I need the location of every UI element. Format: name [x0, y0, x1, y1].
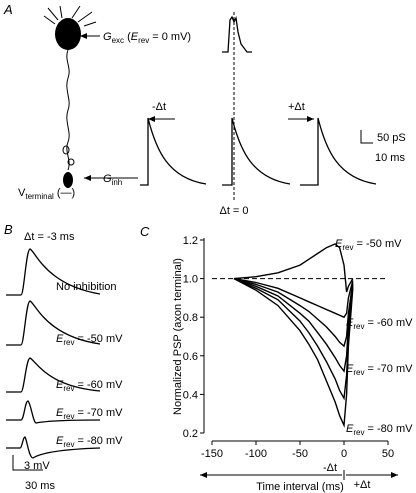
ginh-trace	[300, 117, 377, 186]
series-line	[233, 277, 354, 373]
y-tick-label: 0.2	[183, 428, 198, 440]
trace-label: Erev = -80 mV	[346, 423, 413, 437]
x-arrow-label: +Δt	[354, 479, 371, 491]
plus-dt: +Δt	[288, 101, 305, 113]
psp-trace	[6, 436, 101, 459]
x-axis-label: Time interval (ms)	[256, 481, 344, 493]
x-tick-label: -50	[292, 448, 308, 460]
series-line	[233, 277, 354, 348]
panel-label: A	[3, 2, 13, 17]
y-tick-label: 1.2	[183, 235, 198, 247]
dt-zero: Δt = 0	[219, 205, 248, 217]
chart: 0.2 0.4 0.6 0.8 1.0 1.2 -150 -100 -50 0 50 Erev = -…	[172, 235, 413, 493]
x-tick-label: -100	[245, 448, 267, 460]
y-tick-label: 0.8	[183, 312, 198, 324]
series-line	[233, 277, 354, 429]
scale-bar	[12, 455, 43, 471]
trace-label: No inhibition	[56, 281, 117, 293]
ginh-trace	[140, 117, 207, 186]
psp-trace	[6, 248, 101, 296]
scale-label: 3 mV	[24, 460, 50, 472]
trace-label: Erev = -60 mV	[346, 317, 413, 331]
trace-label: Erev = -70 mV	[56, 407, 123, 421]
trace-label: Erev = -50 mV	[56, 333, 123, 347]
scale-label: 10 ms	[375, 152, 405, 164]
panel-label: B	[4, 222, 13, 237]
scale-bar	[360, 130, 373, 144]
dt-label: Δt = -3 ms	[24, 231, 75, 243]
psp-trace	[6, 400, 101, 424]
y-tick-label: 0.4	[183, 389, 198, 401]
trace-label: Erev = -60 mV	[56, 379, 123, 393]
trace-label: Erev = -80 mV	[56, 435, 123, 449]
neuron	[43, 5, 97, 188]
psp-trace	[6, 300, 101, 346]
ginh-trace	[222, 117, 291, 186]
trace-label: Erev = -50 mV	[335, 238, 402, 252]
x-tick-label: 0	[341, 448, 347, 460]
y-tick-label: 0.6	[183, 351, 198, 363]
ginh-label: Ginh	[103, 173, 122, 187]
psp-trace	[6, 357, 101, 393]
gexc-trace	[222, 15, 252, 53]
minus-dt: -Δt	[152, 101, 166, 113]
vterminal-label: Vterminal (—)	[18, 187, 75, 201]
trace-label: Erev = -70 mV	[346, 363, 413, 377]
panel-label: C	[140, 224, 150, 239]
scale-label: 30 ms	[25, 480, 55, 492]
series-line	[233, 277, 354, 319]
x-tick-label: 50	[382, 448, 394, 460]
y-tick-label: 1.0	[183, 274, 198, 286]
x-arrow-label: -Δt	[323, 462, 337, 474]
gexc-label: Gexc (Erev = 0 mV)	[103, 31, 191, 45]
series-line	[233, 277, 354, 401]
x-tick-label: -150	[201, 448, 223, 460]
scale-label: 50 pS	[377, 132, 406, 144]
y-axis-label: Normalized PSP (axon terminal)	[172, 258, 184, 415]
series-line	[233, 243, 354, 293]
